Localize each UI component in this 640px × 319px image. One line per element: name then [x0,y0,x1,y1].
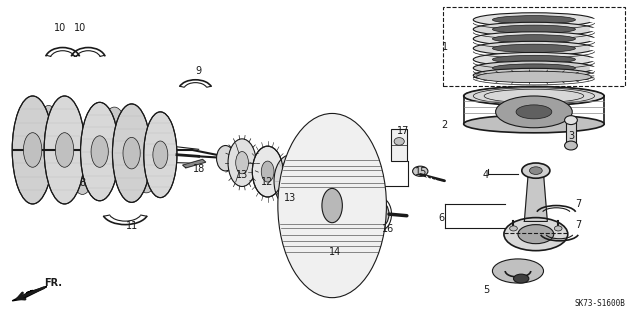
Text: 11: 11 [125,221,138,231]
Ellipse shape [492,71,575,79]
Text: 2: 2 [442,120,447,130]
Text: 13: 13 [236,170,248,180]
Ellipse shape [473,68,595,82]
Ellipse shape [413,166,428,176]
Ellipse shape [564,116,577,124]
Ellipse shape [464,115,604,133]
Text: 5: 5 [483,285,489,295]
Text: 13: 13 [284,193,296,203]
Ellipse shape [289,132,376,279]
Text: 12: 12 [262,177,274,187]
Text: 14: 14 [329,247,342,256]
Ellipse shape [473,52,595,66]
Ellipse shape [135,152,158,193]
Ellipse shape [492,44,575,52]
Text: 7: 7 [575,199,582,209]
Ellipse shape [473,22,595,36]
Ellipse shape [513,274,529,283]
Ellipse shape [153,141,168,168]
Text: 15: 15 [415,167,427,177]
Ellipse shape [518,225,554,244]
Ellipse shape [37,106,60,153]
Text: 6: 6 [438,213,444,223]
Ellipse shape [55,133,74,167]
Bar [444,7,625,86]
Ellipse shape [228,139,256,187]
Text: FR.: FR. [44,278,62,288]
Text: SK73-S1600B: SK73-S1600B [574,299,625,308]
Ellipse shape [492,35,575,43]
Bar [566,120,576,145]
Ellipse shape [504,218,568,251]
Ellipse shape [298,147,367,264]
Ellipse shape [516,105,552,119]
Ellipse shape [305,160,359,251]
Ellipse shape [554,226,562,231]
Ellipse shape [24,133,42,167]
Ellipse shape [216,145,234,171]
Ellipse shape [44,96,85,204]
Ellipse shape [144,112,177,197]
Text: 10: 10 [54,23,66,33]
Ellipse shape [371,201,389,227]
Ellipse shape [464,86,604,106]
Ellipse shape [394,137,404,145]
Ellipse shape [473,61,595,75]
Bar [391,129,408,161]
Ellipse shape [282,168,298,194]
Ellipse shape [236,152,248,174]
Text: 9: 9 [196,66,202,76]
Ellipse shape [313,173,351,238]
Ellipse shape [91,136,108,167]
Text: 4: 4 [483,170,489,180]
Ellipse shape [522,163,550,178]
Ellipse shape [495,96,572,128]
Ellipse shape [473,32,595,46]
Text: 1: 1 [442,42,447,52]
Polygon shape [182,160,205,168]
Ellipse shape [492,64,575,72]
Ellipse shape [252,146,283,197]
Ellipse shape [564,141,577,150]
Ellipse shape [509,226,517,231]
Ellipse shape [12,96,53,204]
Ellipse shape [492,259,543,283]
Ellipse shape [476,71,591,83]
Text: 8: 8 [79,178,86,188]
Ellipse shape [113,104,151,202]
Ellipse shape [261,161,274,182]
Text: 16: 16 [381,224,394,234]
Ellipse shape [529,167,542,174]
Text: 3: 3 [568,131,574,141]
Ellipse shape [103,107,126,152]
Ellipse shape [492,55,575,63]
Text: 10: 10 [74,23,86,33]
Text: 18: 18 [193,164,205,174]
Ellipse shape [473,41,595,55]
Text: 17: 17 [397,126,409,136]
Ellipse shape [473,13,595,27]
Ellipse shape [71,147,94,195]
Ellipse shape [492,25,575,33]
Ellipse shape [278,114,387,298]
Ellipse shape [123,137,140,169]
Ellipse shape [274,155,306,207]
Ellipse shape [322,189,342,223]
Polygon shape [12,286,47,301]
Polygon shape [524,174,547,221]
Ellipse shape [81,102,119,201]
Ellipse shape [492,16,575,24]
Text: 7: 7 [575,219,582,230]
